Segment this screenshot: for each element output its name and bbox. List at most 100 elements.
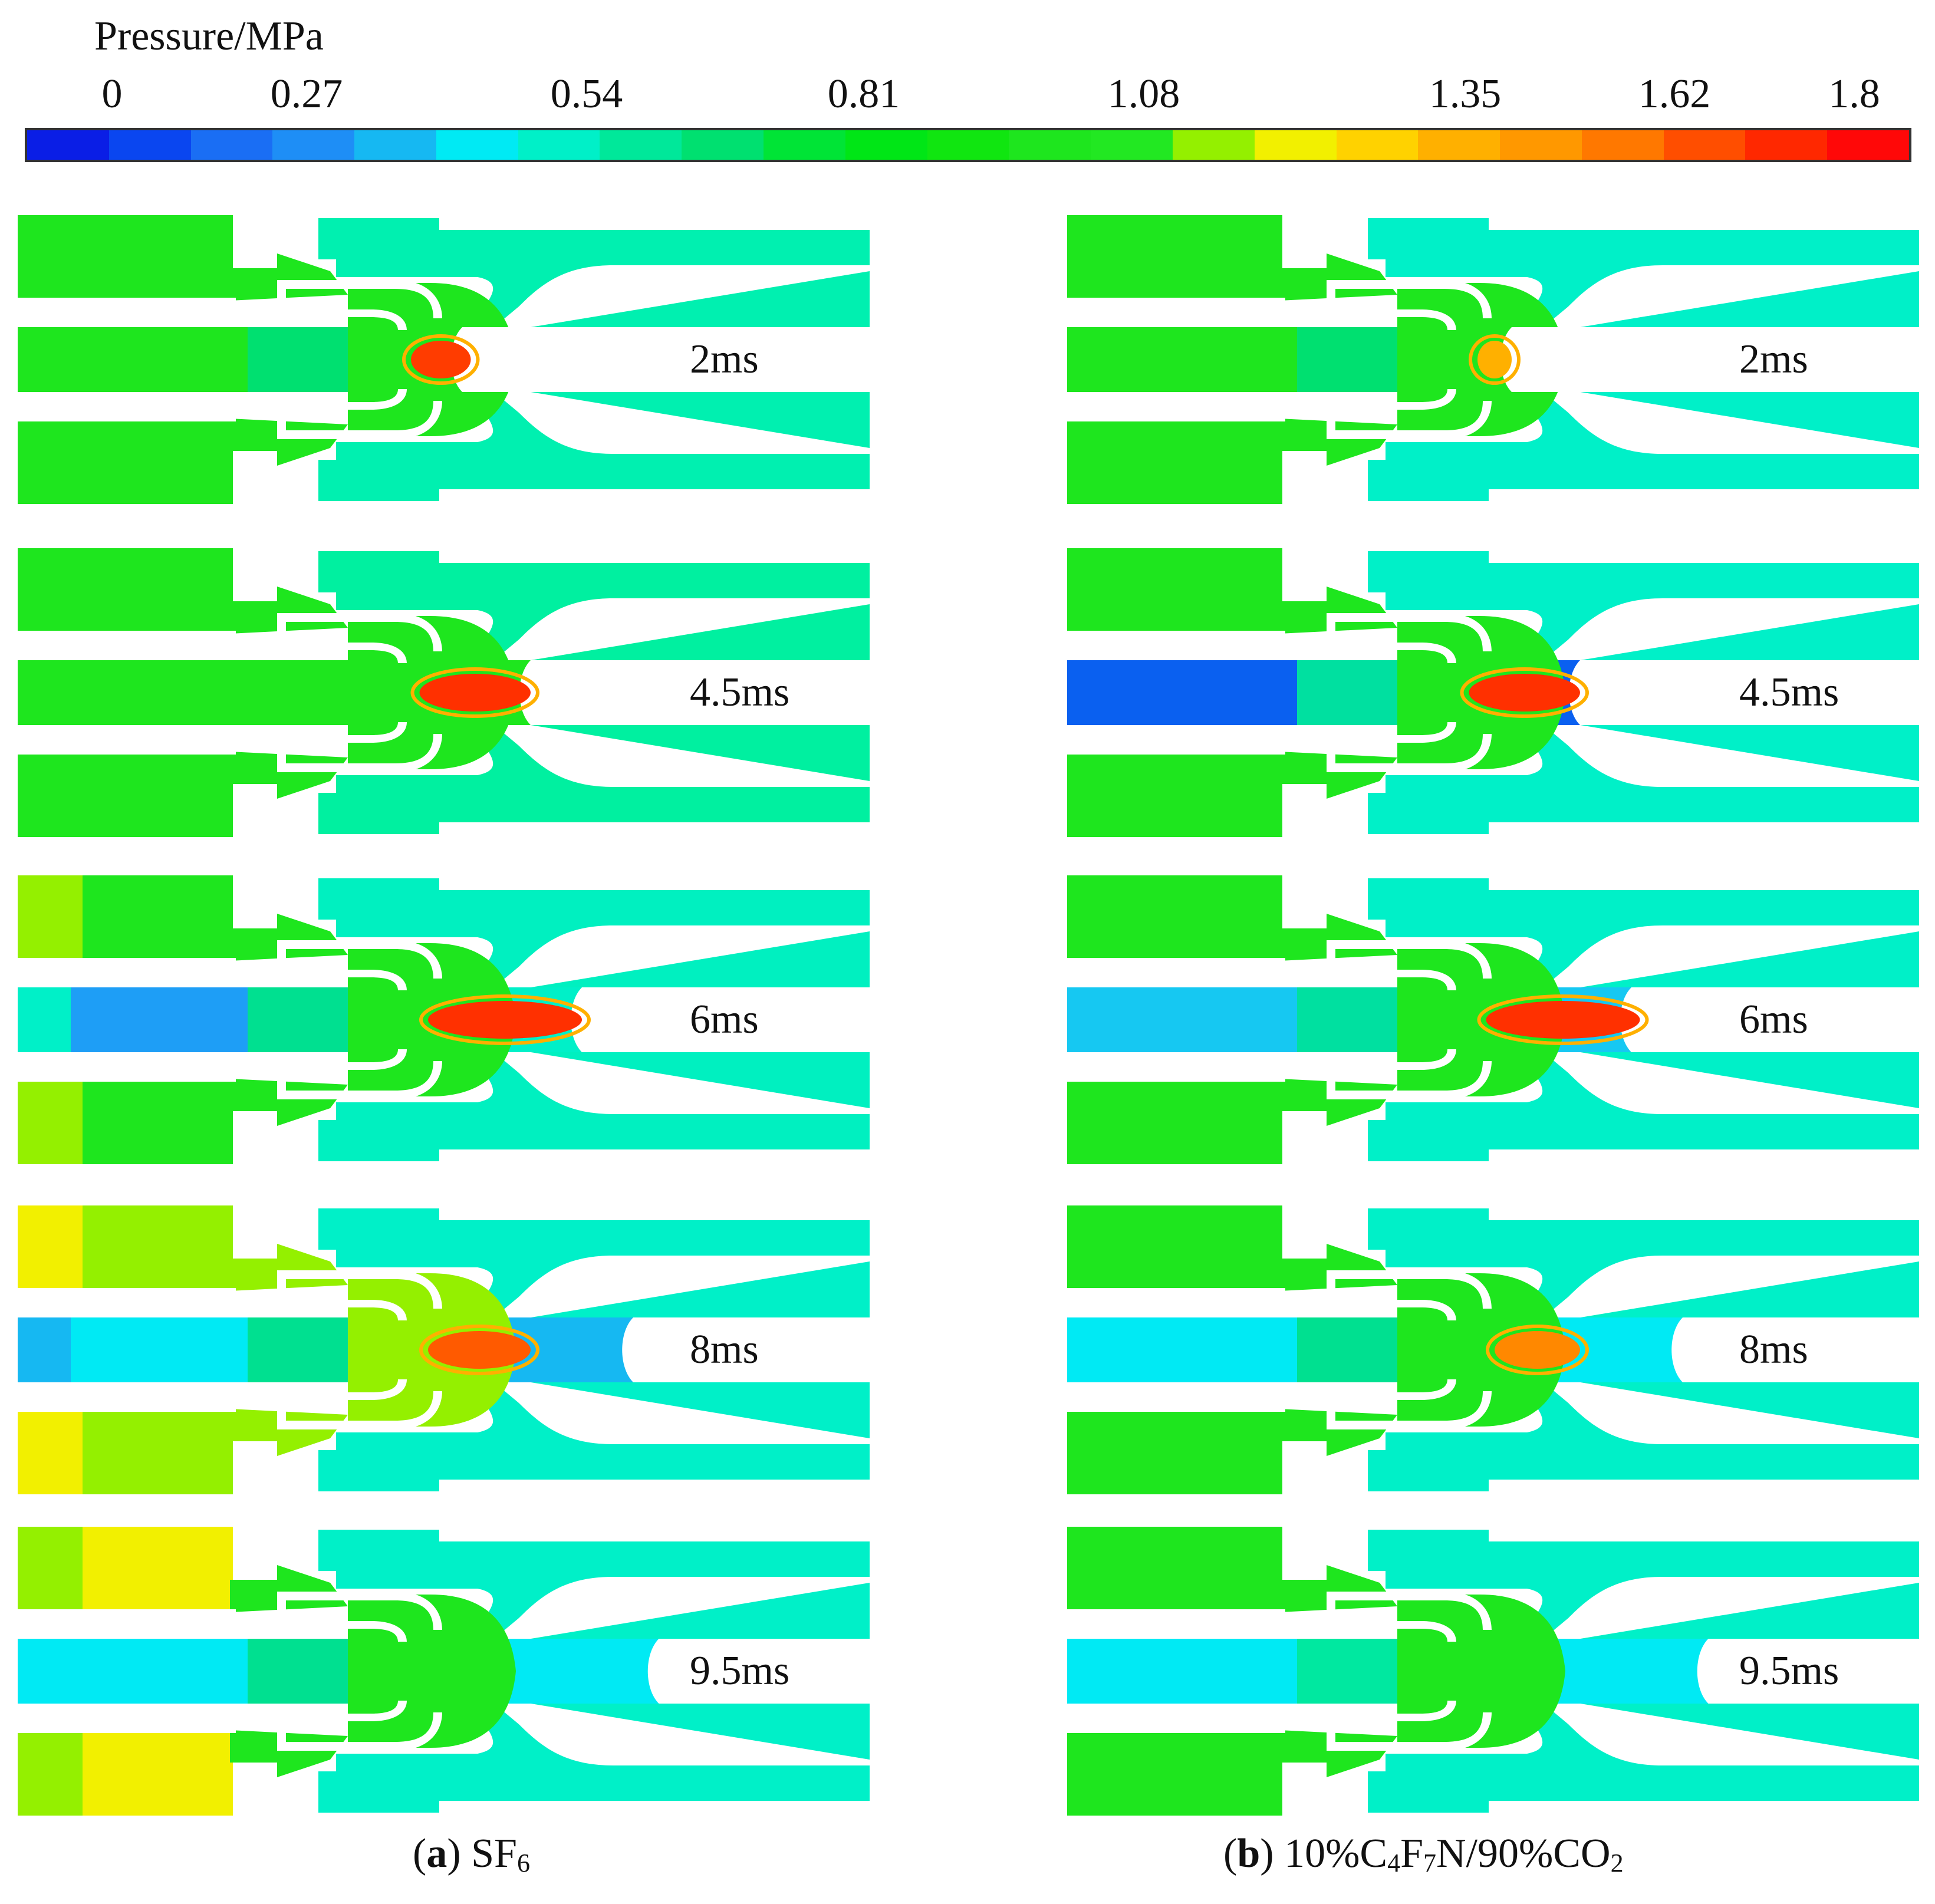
colorbar-segment <box>1500 130 1582 160</box>
colorbar-segment <box>27 130 109 160</box>
arc-core <box>411 341 471 378</box>
central-bore-mid <box>1297 660 1415 725</box>
upper-diverging-channel <box>513 604 870 678</box>
arc-halo <box>1469 334 1521 385</box>
lower-gap <box>1067 725 1397 755</box>
nozzle-frame: 6ms <box>1067 872 1922 1167</box>
pressure-field-svg <box>1067 1527 1919 1816</box>
panel-c4f7n-co2: 2ms 4.5ms 6ms 8ms 9.5ms <box>1067 212 1922 1816</box>
upper-inner-finger <box>1332 309 1456 330</box>
colorbar-segment <box>436 130 518 160</box>
lower-inner-finger <box>283 389 407 410</box>
lower-inner-finger <box>1332 1701 1456 1721</box>
lower-diverging-channel <box>1562 1365 1919 1438</box>
lower-inner-finger <box>283 722 407 743</box>
lower-gap <box>1067 1382 1397 1412</box>
lower-cylinder-tail <box>1067 421 1132 504</box>
upper-gap <box>18 631 348 660</box>
upper-gap <box>1067 958 1397 987</box>
upper-inner-finger <box>283 1300 407 1320</box>
central-bore-upstream <box>1120 327 1297 392</box>
upper-diverging-channel <box>1562 604 1919 678</box>
moving-contact-gap <box>1671 1317 1919 1382</box>
nozzle-frame: 4.5ms <box>18 545 873 840</box>
nozzle-upper-wall <box>318 551 870 669</box>
central-bore-upstream <box>71 327 248 392</box>
moving-contact-gap <box>451 327 870 392</box>
time-label: 2ms <box>690 337 759 382</box>
nozzle-frame: 9.5ms <box>1067 1524 1922 1819</box>
upper-cylinder-tail <box>18 215 83 298</box>
colorbar-segment <box>1091 130 1173 160</box>
lower-feed-channel <box>1279 1730 1397 1777</box>
lower-cylinder-tail <box>18 1412 83 1494</box>
lower-feed-channel <box>1279 419 1397 466</box>
upper-feed-channel <box>230 253 348 301</box>
upper-contact-finger <box>277 940 442 979</box>
legend-title: Pressure/MPa <box>94 14 324 59</box>
nozzle-lower-wall <box>318 1695 870 1813</box>
nozzle-frame: 2ms <box>1067 212 1922 507</box>
lower-cylinder-tail <box>18 1733 83 1816</box>
lower-gap <box>18 1052 348 1082</box>
lower-cylinder-tail <box>1067 755 1132 837</box>
arc-core <box>428 1001 582 1039</box>
moving-contact-gap <box>1620 987 1919 1052</box>
lower-gap <box>18 1704 348 1733</box>
central-bore-upstream <box>71 1639 248 1704</box>
upper-cylinder-tail <box>1067 1205 1132 1288</box>
lower-inner-finger <box>1332 389 1456 410</box>
upper-cylinder-tail <box>1067 215 1132 298</box>
time-label: 6ms <box>1739 997 1808 1042</box>
upper-cylinder-tail <box>18 548 83 631</box>
upper-feed-channel <box>230 587 348 634</box>
pressure-field-svg <box>18 875 870 1164</box>
time-label: 4.5ms <box>690 670 790 715</box>
arc-halo <box>1486 1325 1589 1375</box>
arc-halo <box>1460 667 1589 718</box>
upper-inner-finger <box>283 970 407 990</box>
lower-contact-finger <box>277 401 442 439</box>
colorbar-tick-label: 1.08 <box>1107 71 1180 117</box>
upper-inner-finger <box>283 309 407 330</box>
lower-inner-finger <box>1332 1049 1456 1070</box>
upper-feed-channel <box>230 1565 348 1612</box>
arc-halo <box>419 994 591 1045</box>
upper-inner-finger <box>283 1621 407 1642</box>
colorbar-segment <box>518 130 600 160</box>
lower-contact-finger <box>1327 1061 1492 1099</box>
nozzle-upper-wall <box>318 878 870 996</box>
nozzle-lower-wall <box>318 716 870 834</box>
central-bore-upstream <box>1120 660 1297 725</box>
upper-contact-finger <box>277 1270 442 1309</box>
lower-inner-finger <box>1332 1379 1456 1400</box>
moving-contact-gap <box>622 1317 870 1382</box>
colorbar-tick-label: 0 <box>101 71 123 117</box>
upper-gap <box>18 958 348 987</box>
lower-inner-finger <box>1332 722 1456 743</box>
upper-diverging-channel <box>513 1261 870 1335</box>
colorbar-segment <box>190 130 273 160</box>
arc-chamber <box>1397 1273 1565 1427</box>
nozzle-frame: 8ms <box>1067 1203 1922 1497</box>
nozzle-frame: 9.5ms <box>18 1524 873 1819</box>
nozzle-lower-wall <box>1368 1695 1919 1813</box>
arc-core <box>428 1331 531 1369</box>
upper-feed-channel <box>1279 1565 1397 1612</box>
upper-feed-channel <box>1279 253 1397 301</box>
time-label: 4.5ms <box>1739 670 1839 715</box>
time-label: 2ms <box>1739 337 1808 382</box>
upper-inner-finger <box>283 643 407 663</box>
nozzle-upper-wall <box>1368 1208 1919 1326</box>
colorbar-segment <box>108 130 191 160</box>
upper-inner-finger <box>1332 1621 1456 1642</box>
colorbar-segment <box>1172 130 1255 160</box>
arc-core <box>1469 674 1580 711</box>
lower-cylinder-tail <box>18 1082 83 1164</box>
pressure-colorbar <box>25 128 1911 162</box>
upper-contact-finger <box>277 1592 442 1630</box>
central-bore-mid <box>1297 327 1415 392</box>
lower-contact-finger <box>1327 1391 1492 1429</box>
arc-core <box>419 674 531 711</box>
upper-gap <box>18 298 348 327</box>
